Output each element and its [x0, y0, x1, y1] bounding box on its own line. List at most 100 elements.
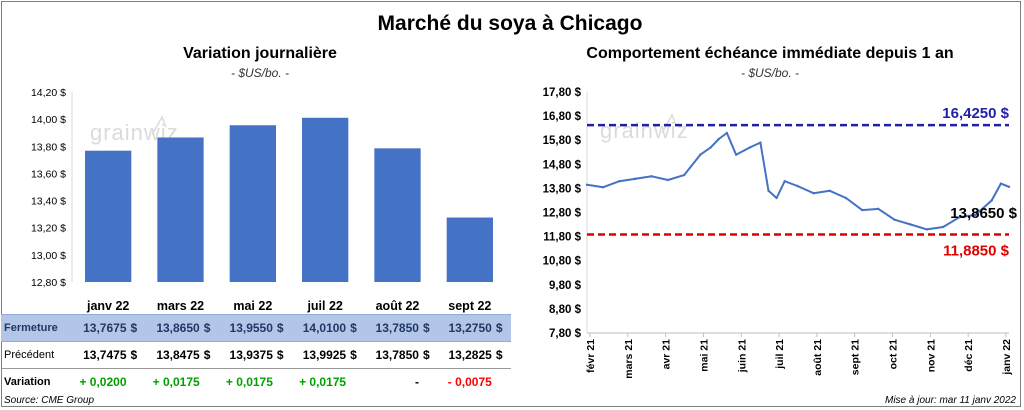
table-row-close: Fermeture 13,7675 $ 13,8650 $ 13,9550 $ 14,…: [1, 314, 511, 342]
update-note: Mise à jour: mar 11 janv 2022: [885, 395, 1016, 406]
line-y-tick-label: 13,80 $: [543, 183, 582, 195]
bar-x-label: mars 22: [157, 299, 204, 313]
line-x-tick-label: juil 21: [774, 339, 786, 370]
table-row-prev: Précédent 13,7475 $ 13,8475 $ 13,9375 $ 13,…: [1, 342, 511, 369]
price-point: [1007, 185, 1011, 189]
bar-y-tick-label: 13,80 $: [31, 141, 66, 153]
line-x-tick-label: mars 21: [623, 339, 635, 379]
var-value-4: -: [365, 368, 423, 395]
price-point: [725, 131, 729, 135]
var-value-0: + 0,0200: [72, 368, 131, 395]
row-label-prev: Précédent: [4, 349, 55, 361]
line-x-tick-label: juin 21: [736, 339, 748, 373]
line-watermark-leaf: [661, 113, 677, 134]
var-value-2: + 0,0175: [218, 368, 277, 395]
row-label-close: Fermeture: [1, 314, 73, 342]
bar-x-label: août 22: [376, 299, 420, 313]
price-point: [650, 175, 653, 178]
bar-y-tick-label: 13,20 $: [31, 223, 66, 235]
prev-value-4: 13,7850: [375, 348, 419, 362]
price-point: [958, 216, 961, 219]
line-x-tick-label: déc 21: [963, 339, 975, 372]
price-point: [682, 173, 686, 177]
prev-value-1: 13,8475: [156, 348, 200, 362]
table-row-var: Variation + 0,0200 + 0,0175 + 0,0175 + 0…: [1, 368, 511, 395]
line-x-tick-label: oct 21: [888, 339, 900, 370]
bar-mars 22: [157, 137, 204, 282]
line-y-tick-label: 8,80 $: [549, 304, 582, 316]
price-point: [974, 213, 977, 217]
price-point: [759, 141, 762, 144]
bar-x-label: sept 22: [448, 299, 491, 313]
prev-value-5: 13,2825: [448, 348, 492, 362]
bar-mai 22: [229, 125, 276, 282]
low-reference-label: 11,8850 $: [943, 243, 1010, 260]
price-point: [796, 184, 799, 188]
price-point: [767, 189, 770, 193]
prev-value-2: 13,9375: [229, 348, 273, 362]
line-x-tick-label: avr 21: [661, 339, 673, 370]
price-point: [775, 196, 778, 200]
price-point: [828, 189, 831, 193]
bar-x-label: janv 22: [86, 299, 129, 313]
price-point: [844, 196, 848, 200]
price-point: [748, 146, 752, 149]
line-y-tick-label: 14,80 $: [543, 159, 582, 171]
bar-y-tick-label: 13,60 $: [31, 168, 66, 180]
close-value-5: 13,2750: [437, 314, 496, 342]
line-watermark-text: grainwiz: [600, 118, 689, 143]
main-title: Marché du soya à Chicago: [377, 12, 643, 35]
line-chart-unit: - $US/bo. -: [740, 66, 800, 80]
price-series-line: [586, 132, 1010, 231]
bar-x-label: mai 22: [233, 299, 272, 313]
price-point: [585, 183, 589, 186]
line-watermark: grainwiz: [600, 113, 689, 143]
bar-y-tick-label: 13,00 $: [31, 250, 66, 262]
line-y-tick-label: 7,80 $: [549, 328, 582, 340]
bar-y-tick-label: 12,80 $: [31, 277, 66, 289]
prev-value-0: 13,7475: [83, 348, 127, 362]
bar-chart-title: Variation journalière: [183, 45, 337, 62]
line-y-tick-label: 17,80 $: [543, 87, 582, 99]
line-y-tick-label: 10,80 $: [543, 256, 582, 268]
last-price-label: 13,8650 $: [950, 205, 1017, 222]
price-point: [699, 153, 702, 156]
var-value-1: + 0,0175: [145, 368, 204, 395]
bar-juil 22: [302, 117, 349, 283]
line-x-tick-label: nov 21: [925, 339, 937, 372]
line-x-tick-label: mai 21: [698, 339, 710, 372]
price-point: [734, 153, 738, 156]
bar-sept 22: [446, 217, 493, 282]
line-y-tick-label: 16,80 $: [543, 111, 582, 123]
price-point: [634, 177, 637, 180]
line-y-tick-label: 12,80 $: [543, 208, 582, 220]
price-table: Fermeture 13,7675 $ 13,8650 $ 13,9550 $ 14,…: [1, 314, 511, 395]
price-point: [877, 207, 880, 211]
line-y-tick-label: 9,80 $: [549, 280, 582, 292]
line-x-tick-label: févr 21: [585, 339, 597, 373]
price-point: [812, 192, 815, 195]
price-point: [860, 208, 864, 212]
bar-chart-unit: - $US/bo. -: [230, 66, 290, 80]
bar-x-label: juil 22: [306, 299, 342, 313]
price-point: [666, 178, 670, 182]
close-value-3: 14,0100: [291, 314, 351, 342]
price-point: [717, 137, 721, 141]
close-value-4: 13,7850: [365, 314, 423, 342]
price-point: [893, 218, 896, 221]
line-x-tick-label: janv 22: [1001, 339, 1013, 376]
price-point: [618, 179, 621, 183]
price-point: [925, 228, 929, 231]
price-point: [601, 185, 605, 189]
high-reference-label: 16,4250 $: [942, 105, 1009, 122]
prev-value-3: 13,9925: [302, 348, 347, 362]
row-label-var: Variation: [1, 368, 73, 395]
bar-y-tick-label: 14,00 $: [31, 114, 66, 126]
bar-chart: 12,80 $ 13,00 $ 13,20 $ 13,40 $ 13,60 $ 13,80…: [31, 87, 493, 313]
line-x-tick-label: août 21: [812, 339, 824, 376]
close-value-1: 13,8650: [145, 314, 204, 342]
price-point: [709, 146, 712, 149]
bar-y-tick-label: 13,40 $: [31, 196, 66, 208]
price-point: [909, 223, 912, 226]
